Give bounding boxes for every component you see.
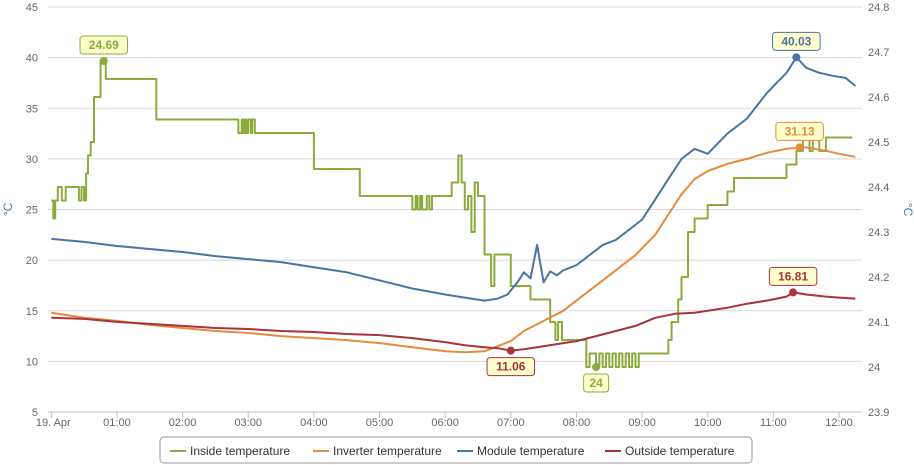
x-tick-label: 11:00 bbox=[760, 417, 787, 429]
y-left-tick-label: 45 bbox=[26, 2, 38, 14]
y-axis-left: 5 10 15 20 25 30 35 40 45 °C bbox=[1, 2, 38, 419]
series-lines bbox=[51, 56, 857, 368]
y-left-tick-label: 5 bbox=[32, 407, 38, 419]
annotation-label-outside: 16.81 bbox=[778, 269, 808, 283]
x-tick-label: 05:00 bbox=[366, 417, 394, 429]
y-left-tick-label: 15 bbox=[26, 306, 38, 318]
annotation-label-inside: 24 bbox=[589, 376, 603, 390]
annotation-box-outside bbox=[486, 357, 536, 377]
y-axis-right: 23.9 24 24.1 24.2 24.3 24.4 24.5 24.6 24.7 24.8 °C bbox=[868, 2, 914, 419]
grid-lines bbox=[48, 6, 862, 413]
annotation-box-inverter bbox=[775, 121, 824, 141]
x-axis: 19. Apr 01:00 02:00 03:00 04:00 05:00 06:00 07:… bbox=[36, 411, 862, 429]
annotation-box-inside bbox=[79, 35, 129, 55]
y-left-tick-label: 35 bbox=[26, 103, 38, 115]
annotation-box-outside bbox=[768, 266, 818, 286]
legend-label-inside[interactable]: Inside temperature bbox=[190, 444, 290, 458]
series-line-module bbox=[51, 56, 857, 302]
x-tick-label: 03:00 bbox=[234, 417, 262, 429]
annotation-point-inside bbox=[99, 57, 108, 65]
annotation-label-inside: 24.69 bbox=[89, 38, 119, 52]
legend: Inside temperature Inverter temperature Mo… bbox=[159, 436, 753, 464]
x-tick-label: 04:00 bbox=[300, 417, 328, 429]
x-tick-label: 12:00 bbox=[825, 417, 853, 429]
y-right-tick-label: 24 bbox=[868, 362, 880, 374]
annotation-point-outside bbox=[789, 288, 798, 297]
x-tick-label: 19. Apr bbox=[36, 417, 71, 429]
y-right-tick-label: 24.1 bbox=[868, 317, 889, 329]
y-right-tick-label: 24.3 bbox=[868, 227, 889, 239]
annotation-box-inside bbox=[583, 373, 610, 393]
series-line-inverter bbox=[51, 146, 856, 354]
y-left-tick-label: 40 bbox=[26, 53, 38, 65]
annotation-label-module: 40.03 bbox=[781, 34, 811, 48]
x-tick-label: 08:00 bbox=[563, 417, 591, 429]
x-tick-label: 09:00 bbox=[628, 417, 656, 429]
annotations: 24.69 24 40.03 31.13 16.81 11.06 bbox=[79, 31, 824, 393]
series-line-outside bbox=[51, 291, 856, 352]
y-right-tick-label: 24.6 bbox=[868, 92, 889, 104]
x-tick-label: 01:00 bbox=[103, 417, 131, 429]
y-left-tick-label: 20 bbox=[26, 255, 38, 267]
annotation-label-inverter: 31.13 bbox=[785, 124, 815, 138]
y-left-tick-label: 30 bbox=[26, 154, 38, 166]
annotation-point-inverter bbox=[795, 143, 804, 152]
y-left-tick-label: 25 bbox=[26, 205, 38, 217]
y-left-axis-title: °C bbox=[1, 202, 15, 216]
y-right-tick-label: 24.4 bbox=[868, 182, 889, 194]
x-tick-label: 02:00 bbox=[169, 417, 197, 429]
y-right-tick-label: 24.8 bbox=[868, 2, 889, 14]
series-line-inside bbox=[51, 60, 853, 368]
legend-label-module[interactable]: Module temperature bbox=[477, 444, 585, 458]
x-tick-label: 07:00 bbox=[497, 417, 525, 429]
y-right-tick-label: 23.9 bbox=[868, 407, 889, 419]
y-right-tick-label: 24.2 bbox=[868, 272, 889, 284]
y-right-tick-label: 24.7 bbox=[868, 47, 889, 59]
annotation-box-module bbox=[772, 31, 821, 51]
legend-label-inverter[interactable]: Inverter temperature bbox=[333, 444, 442, 458]
y-left-tick-label: 10 bbox=[26, 356, 38, 368]
x-tick-label: 06:00 bbox=[431, 417, 459, 429]
annotation-point-module bbox=[792, 53, 801, 62]
annotation-point-outside bbox=[506, 346, 515, 355]
annotation-point-inside bbox=[592, 363, 601, 371]
y-right-axis-title: °C bbox=[901, 203, 914, 217]
legend-box bbox=[159, 436, 753, 464]
legend-label-outside[interactable]: Outside temperature bbox=[625, 444, 735, 458]
y-right-tick-label: 24.5 bbox=[868, 137, 889, 149]
x-tick-label: 10:00 bbox=[694, 417, 722, 429]
annotation-label-outside: 11.06 bbox=[496, 360, 526, 374]
